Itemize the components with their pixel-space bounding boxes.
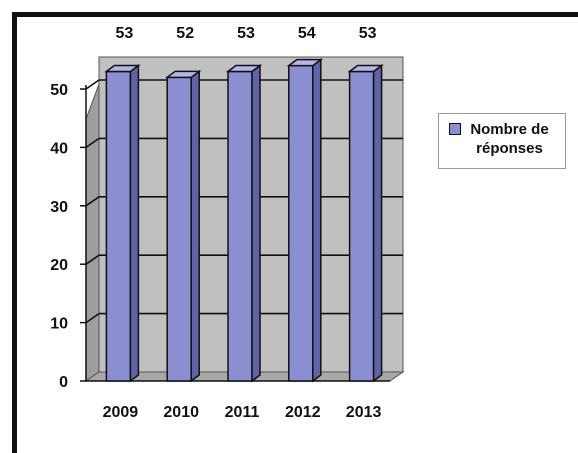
bar-side-2011: [251, 63, 261, 383]
gridline-side: [85, 254, 100, 265]
bar-2013: [348, 70, 375, 382]
frame-left-border: [12, 12, 17, 453]
side-wall: [85, 83, 100, 382]
data-label-2013: 53: [359, 25, 377, 42]
bar-2009: [105, 70, 132, 382]
gridline-side: [85, 196, 100, 207]
data-label-2009: 53: [116, 25, 134, 42]
bar-2011: [227, 70, 253, 382]
bar-side-2010: [190, 69, 200, 383]
x-tick-label-2012: 2012: [285, 404, 321, 421]
y-tick-label: 10: [50, 316, 68, 333]
bar-side-2013: [372, 63, 383, 383]
bar-top-2010: [164, 70, 202, 79]
x-tick-label-2009: 2009: [103, 404, 139, 421]
bar-top-2013: [347, 64, 384, 73]
data-label-2011: 53: [237, 25, 255, 42]
gridline-side: [85, 137, 100, 149]
data-label-2012: 54: [298, 25, 316, 42]
bar-side-2009: [129, 63, 140, 383]
y-tick-label: 50: [50, 82, 68, 99]
frame-top-border: [12, 12, 578, 17]
legend: Nombre de réponses: [438, 113, 566, 169]
bar-top-2012: [286, 58, 324, 67]
y-tick-label: 40: [50, 140, 68, 157]
bar-top-2009: [104, 64, 141, 73]
y-tick-label: 20: [50, 257, 68, 274]
x-tick-label-2011: 2011: [225, 404, 260, 421]
bar-side-2012: [312, 58, 322, 383]
legend-label: Nombre de réponses: [470, 121, 549, 157]
data-label-2010: 52: [176, 25, 194, 42]
y-tick-label: 30: [50, 199, 68, 216]
bar-2010: [166, 76, 192, 382]
gridline-side: [85, 312, 100, 324]
legend-swatch: [448, 123, 461, 135]
gridline-side: [85, 79, 100, 90]
x-tick-label-2013: 2013: [346, 404, 382, 421]
bar-top-2011: [225, 64, 263, 73]
x-tick-label-2010: 2010: [163, 404, 199, 421]
y-tick-label: 0: [59, 374, 68, 391]
bar-2012: [288, 64, 314, 382]
